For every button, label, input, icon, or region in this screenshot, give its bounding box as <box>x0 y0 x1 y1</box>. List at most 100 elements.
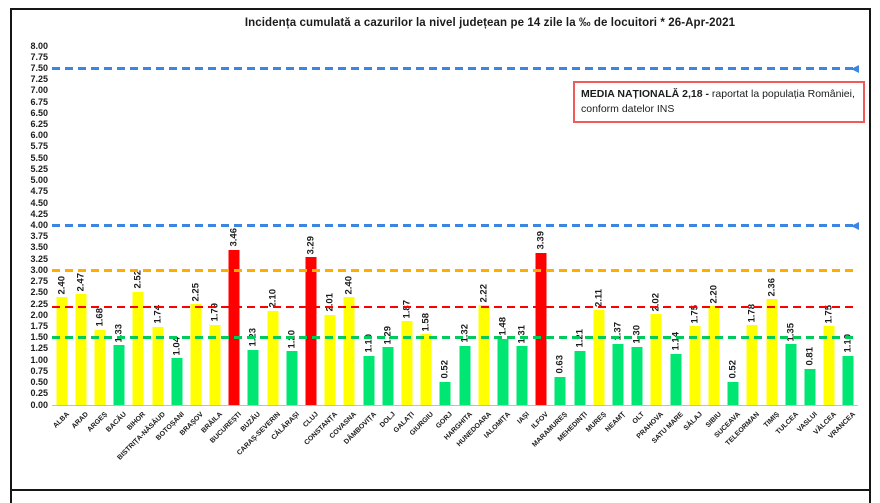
bar <box>363 355 375 405</box>
bar <box>516 346 528 405</box>
y-tick-label: 4.00 <box>30 220 48 230</box>
bar-slot: 1.29 DOLJ <box>378 46 397 430</box>
bar-value-label: 0.81 <box>804 347 816 366</box>
national-average-text: raportat la populația României, conform … <box>581 88 855 115</box>
bar-value-label: 2.52 <box>132 270 144 289</box>
bar <box>689 326 701 405</box>
bar <box>401 321 413 405</box>
bar <box>94 329 106 405</box>
bar-slot: 1.75 SĂLAJ <box>683 46 704 432</box>
bar-slot: 2.52 BIHOR <box>126 46 148 431</box>
bar-value-label: 3.29 <box>305 235 317 255</box>
reference-line <box>52 336 858 339</box>
y-tick-label: 2.00 <box>30 309 48 320</box>
bar <box>190 304 202 405</box>
y-tick-label: 7.25 <box>30 74 48 85</box>
bar-slot: 1.14 SATU MARE <box>651 46 685 445</box>
bar-slot: 2.36 TIMIȘ <box>762 46 781 430</box>
bar <box>247 349 259 405</box>
bar-slot: 0.52 GORJ <box>435 46 455 430</box>
bar-slot: 1.33 BACĂU <box>105 46 129 434</box>
y-tick-label: 5.00 <box>30 175 48 186</box>
bar <box>785 344 797 405</box>
bar-slot: 2.20 SIBIU <box>704 46 723 429</box>
y-tick-label: 0.00 <box>30 399 48 410</box>
bar-value-label: 1.68 <box>94 308 106 327</box>
bar-value-label: 2.22 <box>478 283 490 303</box>
bar <box>75 294 87 405</box>
bar <box>497 338 509 405</box>
section-divider <box>10 489 871 491</box>
y-tick-label: 2.75 <box>30 276 48 287</box>
y-tick-label: 3.75 <box>30 231 48 242</box>
bar <box>113 345 125 405</box>
plot-area: 2.40 ALBA 2.47 ARAD 1.68 ARGEȘ 1.33 BACĂU 2.52 BI… <box>52 46 859 462</box>
bar-slot: 0.81 VASLUI <box>796 46 819 434</box>
bar-slot: 1.04 BOTOȘANI <box>155 46 186 442</box>
bar-slot: 1.10 DÂMBOVIȚA <box>343 46 378 446</box>
line-arrow-icon <box>851 221 859 230</box>
bar <box>574 350 586 405</box>
bar-slot: 2.40 COVASNA <box>329 46 359 441</box>
bar-slot: 1.23BUZĂU <box>240 46 263 433</box>
bar-value-label: 0.63 <box>554 355 566 374</box>
bar-slot: 2.02 PRAHOVA <box>636 46 666 440</box>
y-tick-label: 7.75 <box>30 51 48 62</box>
reference-line <box>52 64 859 73</box>
y-tick-label: 1.25 <box>30 343 48 354</box>
bar-slot: 3.46 BUCUREȘTI <box>209 46 244 445</box>
bar <box>209 324 221 405</box>
y-axis: 8.00 7.75 7.50 7.25 7.00 6.75 6.50 6.25 6.00 5.75… <box>14 41 48 410</box>
y-tick-label: 6.50 <box>30 107 48 118</box>
bar-value-label: 3.46 <box>228 228 240 247</box>
bar-value-label: 3.39 <box>535 231 547 250</box>
bar <box>382 347 394 405</box>
bar-slot: 2.11 MUREȘ <box>585 46 608 433</box>
bar-value-label: 2.25 <box>190 282 202 302</box>
bar-value-label: 1.04 <box>171 336 183 356</box>
y-tick-label: 5.75 <box>30 141 48 152</box>
y-tick-label: 5.25 <box>30 163 48 174</box>
y-tick-label: 2.50 <box>30 287 48 298</box>
bar <box>708 306 720 405</box>
bar <box>420 334 432 405</box>
bar-value-label: 1.87 <box>401 299 413 319</box>
y-tick-label: 0.75 <box>30 365 48 376</box>
chart-title: Incidența cumulată a cazurilor la nivel … <box>244 17 736 29</box>
bar <box>554 376 566 405</box>
bar <box>650 314 662 405</box>
y-tick-label: 8.00 <box>30 40 48 51</box>
bar <box>535 252 547 405</box>
bar-slot: 2.22 HUNEDOARA <box>456 46 493 448</box>
bar-slot: 1.75 VÂLCEA <box>813 46 839 436</box>
y-tick-label: 7.50 <box>30 62 48 73</box>
y-tick-label: 5.50 <box>30 152 48 163</box>
bar-slot: 2.40 ALBA <box>52 46 71 430</box>
bar <box>746 325 758 405</box>
bar-slot: 1.37 NEAMȚ <box>604 46 627 434</box>
bar-slot: 1.78 TELEORMAN <box>725 46 762 448</box>
bar-value-label: 2.36 <box>766 277 778 297</box>
bar <box>804 368 816 405</box>
bar <box>305 257 317 405</box>
bar-value-label: 1.29 <box>382 325 394 345</box>
bar-slot: 1.31 IAȘI <box>513 46 532 426</box>
bar-slot: 2.47 ARAD <box>70 46 90 431</box>
bar <box>343 297 355 405</box>
y-tick-label: 2.25 <box>30 298 48 309</box>
y-tick-label: 1.50 <box>30 332 48 343</box>
national-average-note: MEDIA NAȚIONALĂ 2,18 - raportat la popul… <box>573 81 865 124</box>
bar-value-label: 2.11 <box>593 289 605 308</box>
bar-slot: 1.35 TULCEA <box>775 46 800 436</box>
bar <box>228 249 240 405</box>
bar-value-label: 1.14 <box>670 332 682 351</box>
reference-line <box>52 221 859 230</box>
bar-slot: 2.25 BRAȘOV <box>179 46 205 438</box>
bar <box>459 345 471 405</box>
line-arrow-icon <box>851 64 859 73</box>
y-tick-label: 3.50 <box>30 242 48 253</box>
bar-slot: 2.01 CONSTANȚA <box>304 46 340 446</box>
bar-value-label: 1.48 <box>497 317 509 336</box>
bar-value-label: 1.58 <box>420 312 432 332</box>
